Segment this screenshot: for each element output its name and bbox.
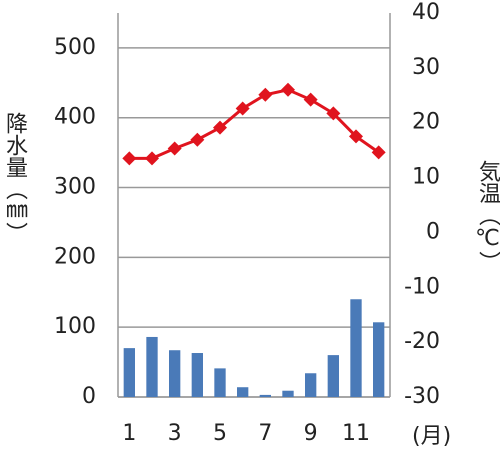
bar: [237, 387, 249, 397]
line-marker: [122, 151, 137, 166]
x-unit-label: (月): [412, 424, 451, 449]
bar: [305, 373, 317, 397]
y-tick-label: 500: [54, 35, 96, 60]
bar: [191, 353, 203, 397]
line-marker: [371, 145, 386, 160]
y2-tick-label: -30: [404, 384, 440, 409]
line-marker: [167, 141, 182, 156]
y-tick-label: 300: [54, 175, 96, 200]
line-marker: [326, 106, 341, 121]
bar: [259, 394, 271, 397]
bar: [327, 355, 339, 397]
y2-tick-label: -10: [404, 274, 440, 299]
y-tick-label: 0: [82, 384, 96, 409]
bar: [169, 350, 181, 397]
x-tick-label: 5: [213, 421, 227, 446]
bar: [373, 322, 385, 397]
x-tick-label: 3: [168, 421, 182, 446]
line-marker: [349, 129, 363, 144]
x-tick-label: 7: [258, 421, 272, 446]
y2-tick-label: 40: [412, 0, 440, 25]
bar: [123, 348, 135, 397]
y2-tick-label: -20: [404, 329, 440, 354]
y2-axis-label: 気温（℃）: [475, 160, 500, 273]
y2-tick-label: 10: [412, 165, 440, 190]
y-axis-label: 降水量（㎜）: [2, 112, 28, 244]
y-tick-label: 100: [54, 314, 96, 339]
line-marker: [258, 87, 273, 102]
y-tick-label: 400: [54, 105, 96, 130]
x-tick-label: 9: [304, 421, 318, 446]
line-marker: [303, 92, 318, 107]
bar: [146, 336, 158, 397]
y2-tick-label: 0: [426, 219, 440, 244]
x-tick-label: 11: [342, 421, 370, 446]
y2-tick-label: 30: [412, 55, 440, 80]
line-marker: [281, 82, 295, 97]
line-marker: [190, 132, 205, 147]
bar: [214, 368, 226, 397]
bar: [350, 299, 362, 397]
bar: [282, 390, 294, 397]
temperature-line: [129, 88, 380, 160]
line-marker: [235, 101, 250, 116]
line-marker: [145, 151, 159, 166]
line-marker: [213, 120, 227, 135]
y2-tick-label: 20: [412, 110, 440, 135]
x-tick-label: 1: [122, 421, 136, 446]
y-tick-label: 200: [54, 244, 96, 269]
